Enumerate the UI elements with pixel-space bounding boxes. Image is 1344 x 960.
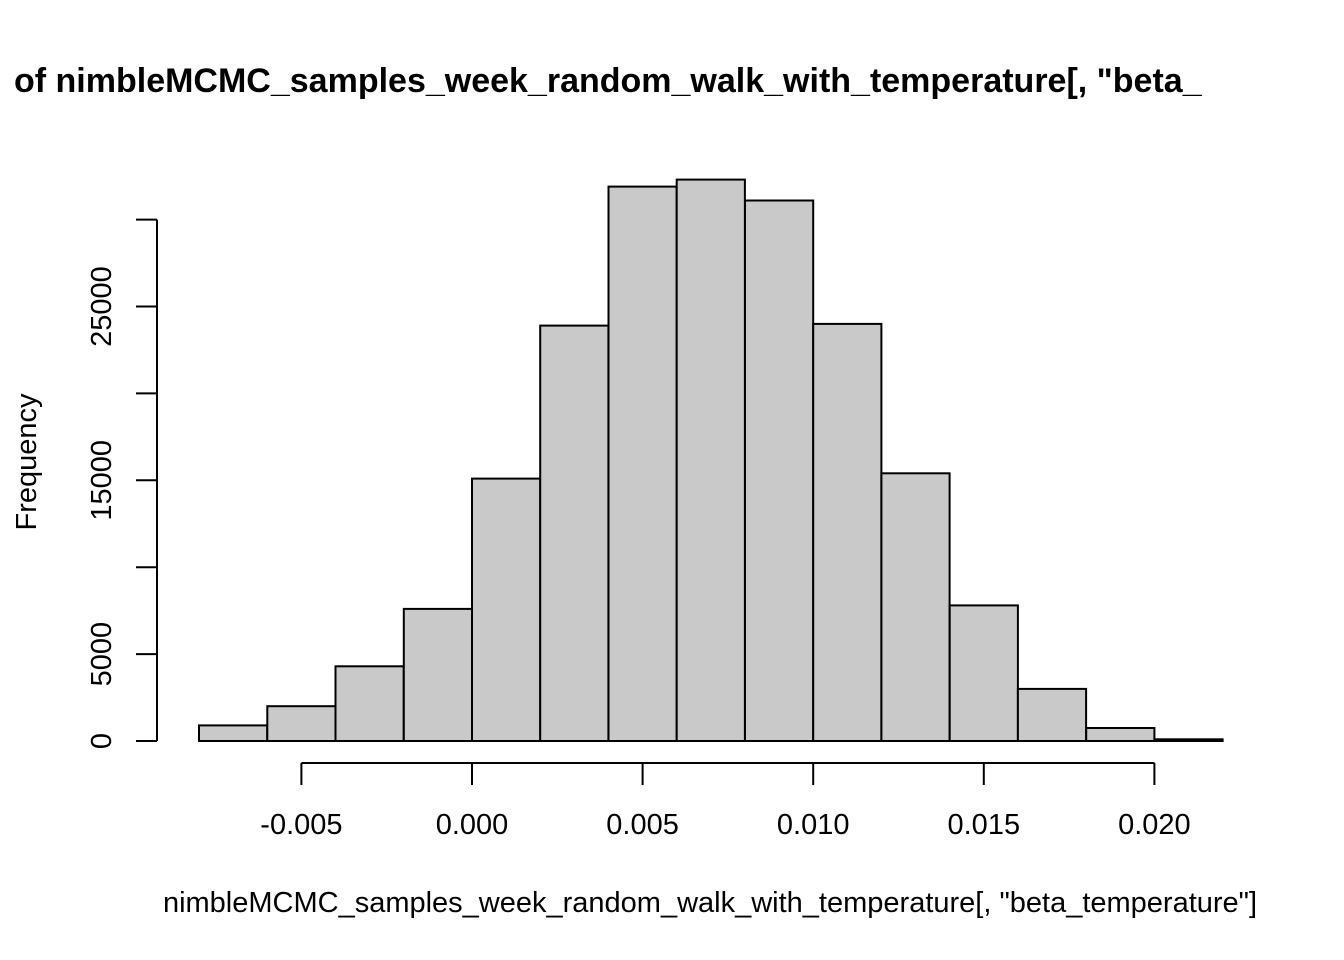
histogram-bar-0 — [198, 724, 269, 743]
histogram-bar-5 — [539, 324, 610, 742]
histogram-bar-13 — [1085, 727, 1156, 742]
x-axis-label: nimbleMCMC_samples_week_random_walk_with… — [163, 887, 1257, 919]
histogram-bars — [198, 178, 1224, 743]
histogram-bar-12 — [1016, 687, 1088, 743]
histogram-bar-7 — [675, 178, 746, 743]
histogram-bar-1 — [266, 705, 337, 743]
y-axis: 0 5000 15000 25000 — [86, 218, 158, 749]
y-tick-label-1: 5000 — [86, 622, 118, 687]
x-tick-label-4: 0.015 — [948, 809, 1021, 841]
histogram-bar-10 — [880, 472, 951, 742]
y-axis-label: Frequency — [11, 393, 43, 531]
x-tick-label-0: -0.005 — [260, 809, 342, 841]
y-tick-label-0: 0 — [86, 733, 118, 749]
histogram-bar-3 — [402, 607, 473, 743]
y-tick-label-3: 15000 — [86, 440, 118, 521]
x-tick-label-1: 0.000 — [436, 809, 509, 841]
histogram-bar-6 — [607, 185, 678, 743]
y-tick-label-5: 25000 — [86, 266, 118, 347]
x-tick-label-2: 0.005 — [606, 809, 679, 841]
histogram-bar-14 — [1153, 738, 1224, 742]
histogram-bar-11 — [948, 604, 1019, 743]
x-axis: -0.005 0.000 0.005 0.010 0.015 0.020 — [260, 762, 1191, 841]
histogram-bar-2 — [334, 665, 405, 742]
histogram-bar-9 — [812, 322, 883, 742]
chart-title: of nimbleMCMC_samples_week_random_walk_w… — [14, 62, 1203, 100]
x-tick-label-3: 0.010 — [777, 809, 850, 841]
x-tick-label-5: 0.020 — [1118, 809, 1191, 841]
histogram-bar-8 — [744, 199, 815, 742]
histogram-bar-4 — [471, 477, 542, 742]
